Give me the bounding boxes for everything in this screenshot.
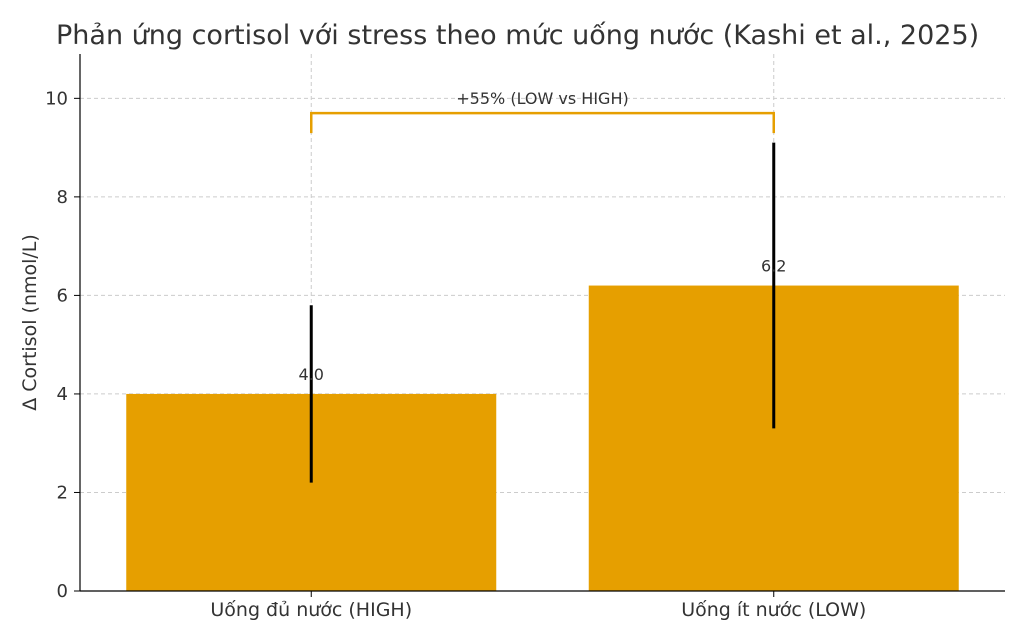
y-axis-label: Δ Cortisol (nmol/L): [19, 234, 41, 411]
x-tick-label-1: Uống ít nước (LOW): [681, 599, 866, 621]
y-ticks: 0 2 4 6 8 10: [45, 88, 80, 602]
comparison-annotation: +55% (LOW vs HIGH): [310, 89, 775, 134]
y-tick-label-5: 10: [45, 88, 68, 109]
error-bars: [309, 142, 776, 483]
y-tick-label-1: 2: [57, 482, 68, 503]
comparison-label: +55% (LOW vs HIGH): [456, 89, 628, 108]
chart-title: Phản ứng cortisol với stress theo mức uố…: [56, 20, 979, 51]
data-label-1: 6.2: [761, 257, 786, 276]
bars: [126, 285, 959, 591]
comparison-bracket: [310, 111, 775, 134]
axes: [79, 54, 1005, 592]
y-tick-label-4: 8: [57, 187, 68, 208]
x-ticks: Uống đủ nước (HIGH) Uống ít nước (LOW): [210, 591, 866, 621]
data-labels: 4.0 6.2: [299, 257, 787, 384]
y-tick-label-2: 4: [57, 384, 68, 405]
y-tick-label-3: 6: [57, 285, 68, 306]
y-tick-label-0: 0: [57, 581, 68, 602]
x-tick-label-0: Uống đủ nước (HIGH): [210, 599, 412, 621]
data-label-0: 4.0: [299, 365, 324, 384]
